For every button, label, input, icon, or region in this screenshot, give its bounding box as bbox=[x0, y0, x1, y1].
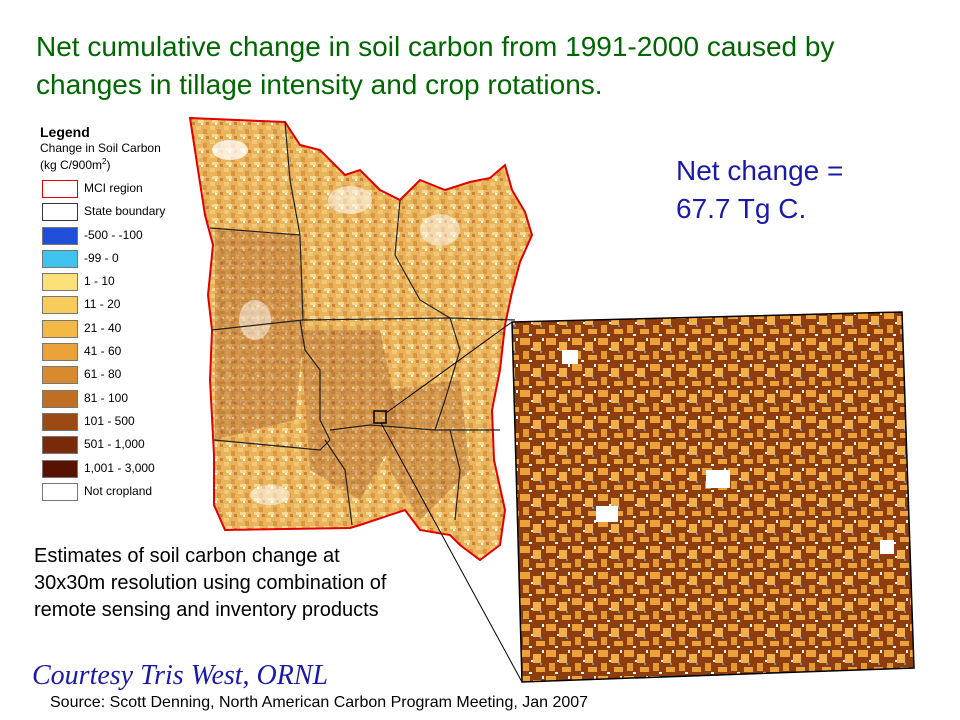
net-change-line2: 67.7 Tg C. bbox=[676, 193, 807, 224]
legend-item-label: -99 - 0 bbox=[84, 250, 119, 265]
legend-subtitle-line2: (kg C/900m2) bbox=[40, 155, 190, 172]
legend-swatch bbox=[42, 226, 78, 245]
darker-crop-area-central bbox=[300, 330, 400, 500]
legend-item: -500 - -100 bbox=[40, 225, 190, 248]
legend-item: -99 - 0 bbox=[40, 248, 190, 271]
legend-swatch bbox=[42, 273, 78, 292]
legend-item: 101 - 500 bbox=[40, 411, 190, 434]
legend-item-label: 101 - 500 bbox=[84, 413, 135, 428]
legend-item: 21 - 40 bbox=[40, 318, 190, 341]
map-legend: Legend Change in Soil Carbon (kg C/900m2… bbox=[40, 124, 190, 504]
connector-line-bottom bbox=[380, 422, 523, 683]
legend-item: 81 - 100 bbox=[40, 388, 190, 411]
legend-item-label: 41 - 60 bbox=[84, 344, 122, 359]
connector-line-top bbox=[385, 321, 513, 414]
inset-location-box bbox=[373, 410, 387, 424]
net-change-text: Net change = 67.7 Tg C. bbox=[676, 152, 843, 228]
legend-item: 501 - 1,000 bbox=[40, 434, 190, 457]
legend-item-label: 1,001 - 3,000 bbox=[84, 460, 155, 475]
estimates-line1: Estimates of soil carbon change at bbox=[34, 545, 340, 567]
legend-item-label: 11 - 20 bbox=[84, 297, 121, 312]
legend-swatch bbox=[42, 296, 78, 315]
legend-swatch bbox=[42, 412, 78, 431]
legend-item-label: State boundary bbox=[84, 204, 166, 219]
source-citation: Source: Scott Denning, North American Ca… bbox=[50, 694, 589, 711]
inset-white-patch bbox=[562, 350, 578, 364]
legend-swatch bbox=[42, 343, 78, 362]
inset-white-patch bbox=[880, 540, 894, 554]
legend-subtitle-line1: Change in Soil Carbon bbox=[40, 141, 161, 155]
legend-item: 11 - 20 bbox=[40, 294, 190, 317]
legend-item: 61 - 80 bbox=[40, 364, 190, 387]
legend-swatch bbox=[42, 180, 78, 198]
legend-item: 41 - 60 bbox=[40, 341, 190, 364]
legend-item: 1,001 - 3,000 bbox=[40, 458, 190, 481]
courtesy-credit: Courtesy Tris West, ORNL bbox=[32, 660, 329, 691]
legend-item: 1 - 10 bbox=[40, 271, 190, 294]
state-boundaries bbox=[209, 121, 516, 526]
estimates-line2: 30x30m resolution using combination of bbox=[34, 572, 387, 594]
legend-swatch bbox=[42, 249, 78, 268]
non-cropland-patch bbox=[250, 485, 290, 505]
legend-title: Legend bbox=[40, 124, 90, 140]
legend-item: State boundary bbox=[40, 201, 190, 224]
legend-unit-suffix: ) bbox=[106, 158, 111, 172]
legend-swatch bbox=[42, 319, 78, 338]
legend-item: MCI region bbox=[40, 178, 190, 201]
legend-swatch bbox=[42, 203, 78, 222]
legend-item-label: 501 - 1,000 bbox=[84, 437, 145, 452]
non-cropland-patch bbox=[420, 214, 460, 246]
non-cropland-patch bbox=[328, 186, 372, 214]
legend-items: MCI region State boundary -500 - -100 -99 -… bbox=[40, 178, 190, 504]
legend-swatch bbox=[42, 482, 78, 501]
darker-crop-area-east bbox=[385, 380, 470, 520]
legend-item: Not cropland bbox=[40, 481, 190, 504]
legend-swatch bbox=[42, 366, 78, 385]
estimates-caption: Estimates of soil carbon change at 30x30… bbox=[34, 543, 494, 624]
non-cropland-patch bbox=[239, 300, 271, 340]
slide-title: Net cumulative change in soil carbon fro… bbox=[36, 31, 835, 100]
legend-swatch bbox=[42, 459, 78, 478]
legend-item-label: 61 - 80 bbox=[84, 367, 122, 382]
inset-white-patch bbox=[596, 506, 618, 522]
legend-item-label: 1 - 10 bbox=[84, 274, 115, 289]
legend-item-label: MCI region bbox=[84, 181, 143, 195]
inset-detail-map bbox=[511, 311, 915, 683]
legend-unit-sup: 2 bbox=[102, 157, 107, 166]
estimates-line3: remote sensing and inventory products bbox=[34, 599, 379, 621]
legend-item-label: 81 - 100 bbox=[84, 390, 129, 405]
inset-white-patch bbox=[706, 470, 730, 488]
legend-swatch bbox=[42, 436, 78, 455]
legend-swatch bbox=[42, 389, 78, 408]
legend-unit-prefix: (kg C/900m bbox=[40, 158, 103, 172]
legend-item-label: Not cropland bbox=[84, 483, 153, 498]
non-cropland-patch bbox=[212, 140, 248, 160]
legend-item-label: -500 - -100 bbox=[84, 227, 143, 242]
legend-item-label: 21 - 40 bbox=[84, 320, 122, 335]
net-change-line1: Net change = bbox=[676, 155, 844, 186]
